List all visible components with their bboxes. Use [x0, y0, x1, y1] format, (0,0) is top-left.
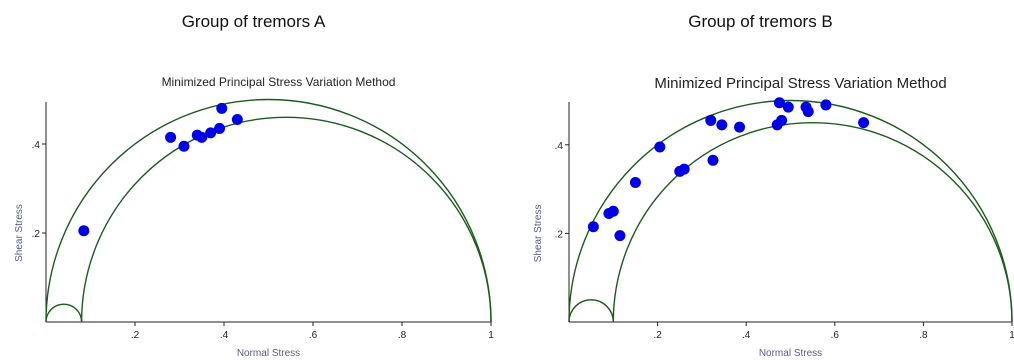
y-axis-label: Shear Stress — [14, 204, 25, 262]
chart-title: Minimized Principal Stress Variation Met… — [654, 75, 946, 92]
x-tick-label: .2 — [131, 330, 140, 341]
mohr-circle — [568, 299, 614, 323]
mohr-circle — [45, 98, 492, 323]
y-axis-label: Shear Stress — [533, 204, 544, 262]
data-point — [587, 221, 599, 233]
y-tick-label: .2 — [555, 229, 564, 240]
data-point — [196, 131, 208, 143]
x-tick-label: .4 — [742, 330, 751, 341]
x-tick-label: .2 — [653, 330, 662, 341]
data-point — [216, 102, 228, 114]
mohr-circle — [612, 121, 1013, 323]
data-point — [858, 117, 870, 129]
data-point — [178, 140, 190, 152]
panel-group-a: Group of tremors A Minimized Principal S… — [14, 12, 494, 359]
x-tick-label: .6 — [309, 330, 318, 341]
y-tick-label: .4 — [32, 140, 41, 151]
chart-title: Minimized Principal Stress Variation Met… — [162, 75, 396, 89]
data-point — [678, 163, 690, 175]
mohr-circle — [568, 99, 1013, 323]
data-point — [776, 114, 788, 126]
y-tick-label: .4 — [555, 141, 564, 152]
data-point — [614, 230, 626, 242]
mohr-circle — [45, 303, 83, 323]
data-point — [165, 131, 177, 143]
mohr-circle — [80, 116, 492, 323]
group-title-a: Group of tremors A — [181, 12, 326, 31]
data-point — [782, 101, 794, 113]
data-point — [707, 154, 719, 166]
panel-group-b: Group of tremors B Minimized Principal S… — [507, 0, 1014, 360]
x-tick-label: 1 — [488, 330, 494, 341]
data-point — [654, 141, 666, 153]
data-point — [705, 114, 717, 126]
data-point — [629, 176, 641, 188]
data-point — [802, 106, 814, 118]
data-point — [231, 114, 243, 126]
data-point — [716, 119, 728, 131]
x-tick-label: .8 — [398, 330, 407, 341]
x-tick-label: .4 — [220, 330, 229, 341]
data-point — [78, 225, 90, 237]
data-point — [773, 97, 785, 109]
x-tick-label: .6 — [831, 330, 840, 341]
group-title-b: Group of tremors B — [688, 12, 833, 31]
mohr-chart-b: Minimized Principal Stress Variation Met… — [533, 75, 1014, 359]
data-point — [820, 99, 832, 111]
data-point — [607, 205, 619, 217]
x-tick-label: .8 — [919, 330, 928, 341]
data-point — [734, 121, 746, 133]
y-tick-label: .2 — [32, 229, 41, 240]
mohr-chart-a: Minimized Principal Stress Variation Met… — [14, 75, 494, 359]
x-axis-label: Normal Stress — [237, 348, 300, 359]
data-point — [214, 122, 226, 134]
data-point — [205, 127, 217, 139]
x-axis-label: Normal Stress — [759, 348, 822, 359]
x-tick-label: 1 — [1009, 330, 1014, 341]
